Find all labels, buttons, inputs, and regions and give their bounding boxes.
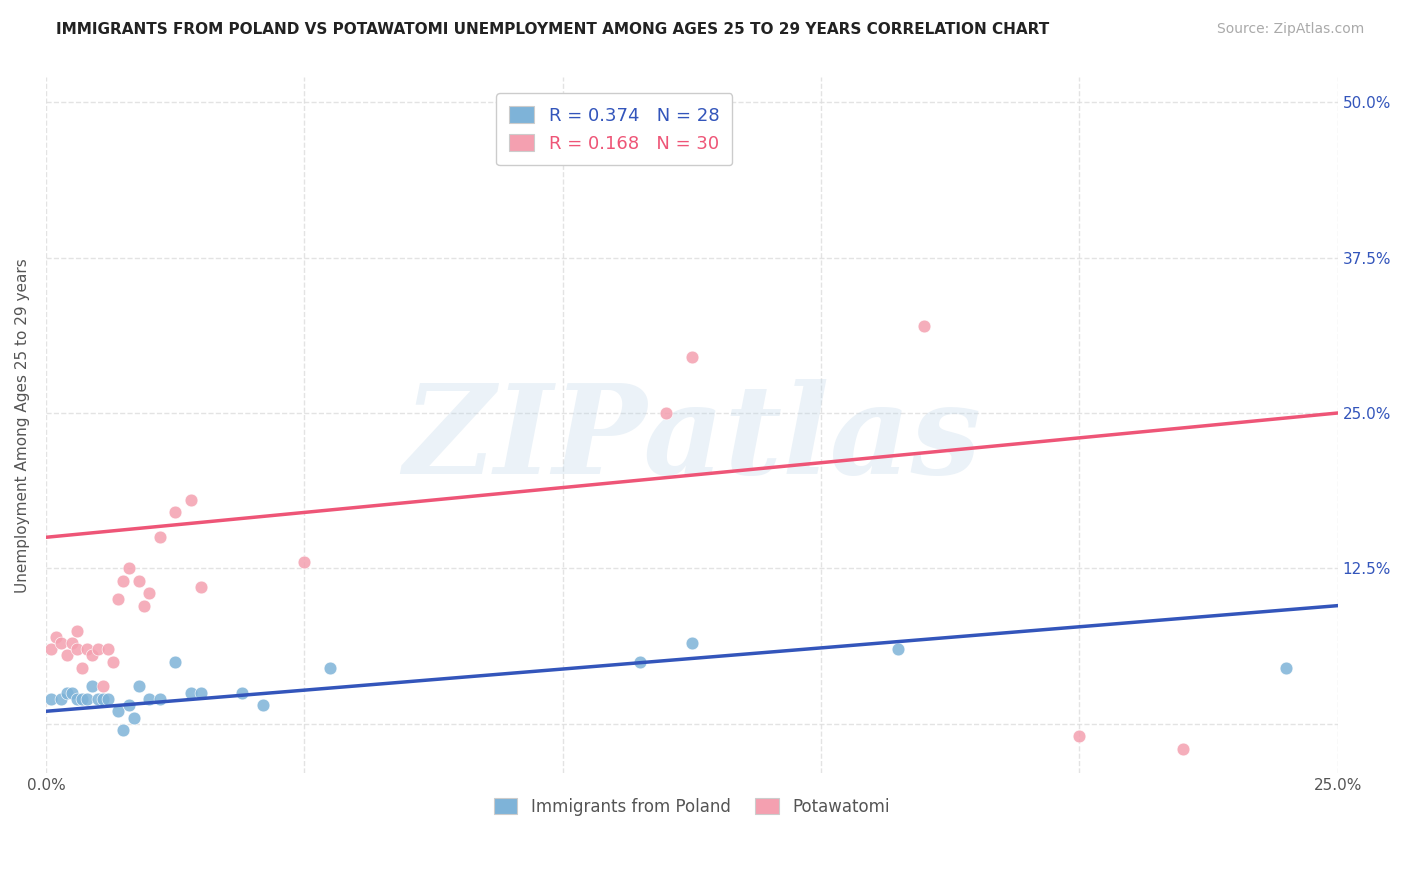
Point — [138, 586, 160, 600]
Point — [66, 691, 89, 706]
Point — [1171, 741, 1194, 756]
Point — [319, 661, 342, 675]
Text: ZIPatlas: ZIPatlas — [402, 378, 981, 500]
Text: IMMIGRANTS FROM POLAND VS POTAWATOMI UNEMPLOYMENT AMONG AGES 25 TO 29 YEARS CORR: IMMIGRANTS FROM POLAND VS POTAWATOMI UNE… — [56, 22, 1049, 37]
Point — [76, 642, 98, 657]
Y-axis label: Unemployment Among Ages 25 to 29 years: Unemployment Among Ages 25 to 29 years — [15, 258, 30, 593]
Point — [97, 691, 120, 706]
Point — [60, 636, 83, 650]
Point — [1069, 729, 1091, 743]
Point — [681, 350, 703, 364]
Point — [97, 642, 120, 657]
Point — [252, 698, 274, 712]
Point — [117, 561, 139, 575]
Point — [82, 680, 104, 694]
Point — [292, 555, 315, 569]
Point — [128, 680, 150, 694]
Point — [45, 630, 67, 644]
Point — [51, 636, 73, 650]
Point — [165, 655, 187, 669]
Point — [122, 710, 145, 724]
Point — [117, 698, 139, 712]
Point — [70, 661, 93, 675]
Point — [628, 655, 651, 669]
Point — [107, 592, 129, 607]
Point — [681, 636, 703, 650]
Point — [82, 648, 104, 663]
Text: Source: ZipAtlas.com: Source: ZipAtlas.com — [1216, 22, 1364, 37]
Point — [231, 686, 253, 700]
Point — [91, 691, 114, 706]
Point — [134, 599, 156, 613]
Point — [149, 530, 172, 544]
Point — [70, 691, 93, 706]
Point — [39, 691, 62, 706]
Point — [128, 574, 150, 588]
Point — [138, 691, 160, 706]
Point — [190, 686, 212, 700]
Point — [55, 686, 77, 700]
Point — [107, 704, 129, 718]
Point — [912, 318, 935, 333]
Point — [51, 691, 73, 706]
Legend: Immigrants from Poland, Potawatomi: Immigrants from Poland, Potawatomi — [485, 789, 898, 824]
Point — [76, 691, 98, 706]
Point — [112, 574, 135, 588]
Point — [887, 642, 910, 657]
Point — [180, 686, 202, 700]
Point — [86, 691, 108, 706]
Point — [86, 642, 108, 657]
Point — [112, 723, 135, 737]
Point — [180, 493, 202, 508]
Point — [91, 680, 114, 694]
Point — [149, 691, 172, 706]
Point — [655, 406, 678, 420]
Point — [66, 624, 89, 638]
Point — [39, 642, 62, 657]
Point — [55, 648, 77, 663]
Point — [190, 580, 212, 594]
Point — [60, 686, 83, 700]
Point — [1275, 661, 1298, 675]
Point — [165, 505, 187, 519]
Point — [101, 655, 124, 669]
Point — [66, 642, 89, 657]
